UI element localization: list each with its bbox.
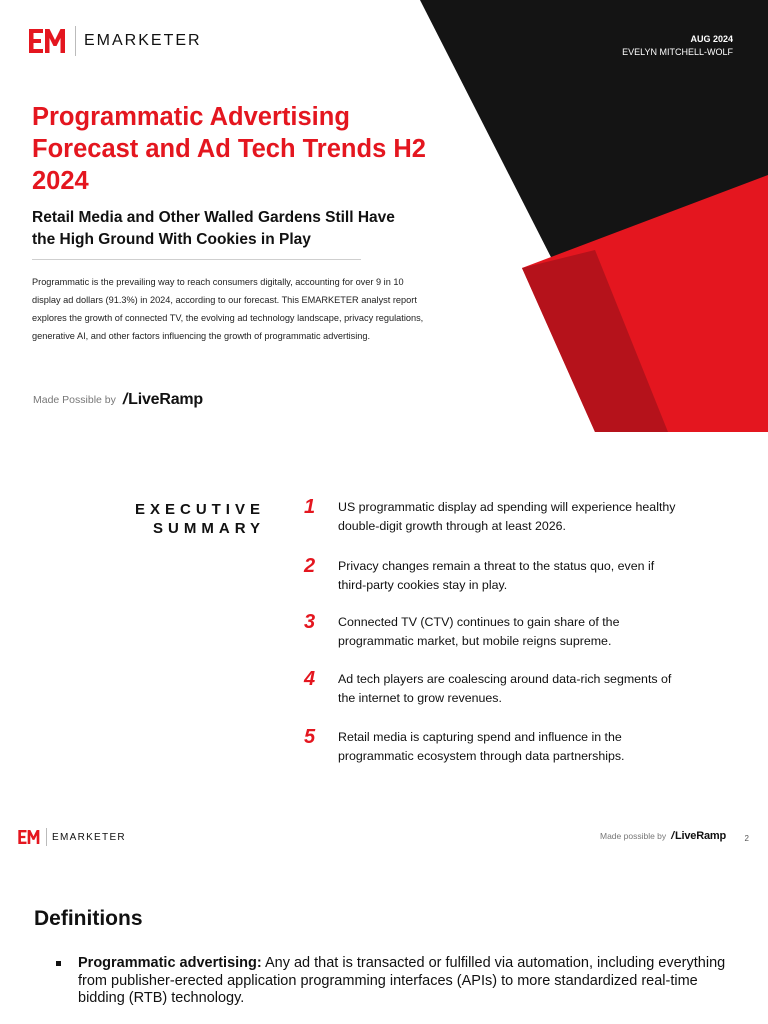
exec-label-line2: SUMMARY	[153, 520, 265, 537]
list-item: 1 US programmatic display ad spending wi…	[304, 496, 684, 555]
item-text: Privacy changes remain a threat to the s…	[338, 559, 655, 592]
made-possible-label: Made Possible by	[33, 394, 116, 406]
cover-page: EMARKETER AUG 2024 EVELYN MITCHELL-WOLF …	[0, 0, 768, 432]
report-meta: AUG 2024 EVELYN MITCHELL-WOLF	[622, 33, 733, 59]
definitions-list: Programmatic advertising: Any ad that is…	[56, 955, 736, 1017]
emarketer-logo: EMARKETER	[29, 26, 202, 56]
liveramp-wordmark: LiveRamp	[128, 391, 204, 408]
divider	[32, 259, 361, 260]
report-subtitle: Retail Media and Other Walled Gardens St…	[32, 209, 395, 248]
item-number: 2	[304, 555, 316, 577]
em-logo-icon	[29, 29, 65, 53]
liveramp-logo: / LiveRamp	[123, 391, 203, 409]
page-number: 2	[744, 834, 749, 843]
logo-wordmark: EMARKETER	[52, 831, 126, 843]
definition-text: Any ad that is transacted or fulfilled v…	[78, 955, 726, 1006]
logo-separator	[75, 26, 76, 56]
decor-dark-red-shape	[522, 250, 668, 432]
liveramp-wordmark: LiveRamp	[675, 830, 726, 842]
item-text: Retail media is capturing spend and infl…	[338, 730, 625, 763]
liveramp-slash-icon: /	[671, 830, 675, 842]
definitions-heading: Definitions	[34, 907, 143, 930]
item-number: 3	[304, 611, 316, 633]
item-number: 4	[304, 668, 316, 690]
list-item: 4 Ad tech players are coalescing around …	[304, 668, 684, 728]
report-abstract: Programmatic is the prevailing way to re…	[32, 277, 424, 341]
item-text: Connected TV (CTV) continues to gain sha…	[338, 615, 620, 648]
em-logo-icon	[18, 830, 40, 844]
page2-sponsor-credit: Made possible by / LiveRamp	[600, 830, 726, 842]
definition-item: Programmatic advertising: Any ad that is…	[56, 955, 736, 1008]
item-number: 5	[304, 726, 316, 748]
sponsor-credit: Made Possible by / LiveRamp	[33, 391, 203, 409]
logo-separator	[46, 828, 47, 846]
cover-decoration-graphic	[420, 0, 768, 432]
item-text: US programmatic display ad spending will…	[338, 500, 676, 533]
liveramp-slash-icon: /	[122, 391, 128, 408]
list-item: 3 Connected TV (CTV) continues to gain s…	[304, 611, 684, 670]
report-date: AUG 2024	[690, 34, 733, 44]
item-text: Ad tech players are coalescing around da…	[338, 672, 672, 705]
made-possible-label: Made possible by	[600, 831, 667, 841]
logo-wordmark: EMARKETER	[84, 32, 202, 49]
executive-summary-heading: EXECUTIVE SUMMARY	[100, 500, 265, 538]
report-title: Programmatic Advertising Forecast and Ad…	[32, 103, 426, 195]
bullet-icon	[56, 961, 61, 966]
liveramp-logo: / LiveRamp	[671, 830, 726, 842]
definition-term: Programmatic advertising:	[78, 955, 262, 971]
report-author: EVELYN MITCHELL-WOLF	[622, 47, 733, 57]
executive-summary-section: EXECUTIVE SUMMARY 1 US programmatic disp…	[0, 432, 768, 812]
list-item: 5 Retail media is capturing spend and in…	[304, 726, 684, 785]
executive-summary-list: 1 US programmatic display ad spending wi…	[304, 496, 684, 785]
exec-label-line1: EXECUTIVE	[134, 501, 265, 518]
page2-emarketer-logo: EMARKETER	[18, 828, 126, 846]
item-number: 1	[304, 496, 316, 518]
list-item: 2 Privacy changes remain a threat to the…	[304, 555, 684, 615]
